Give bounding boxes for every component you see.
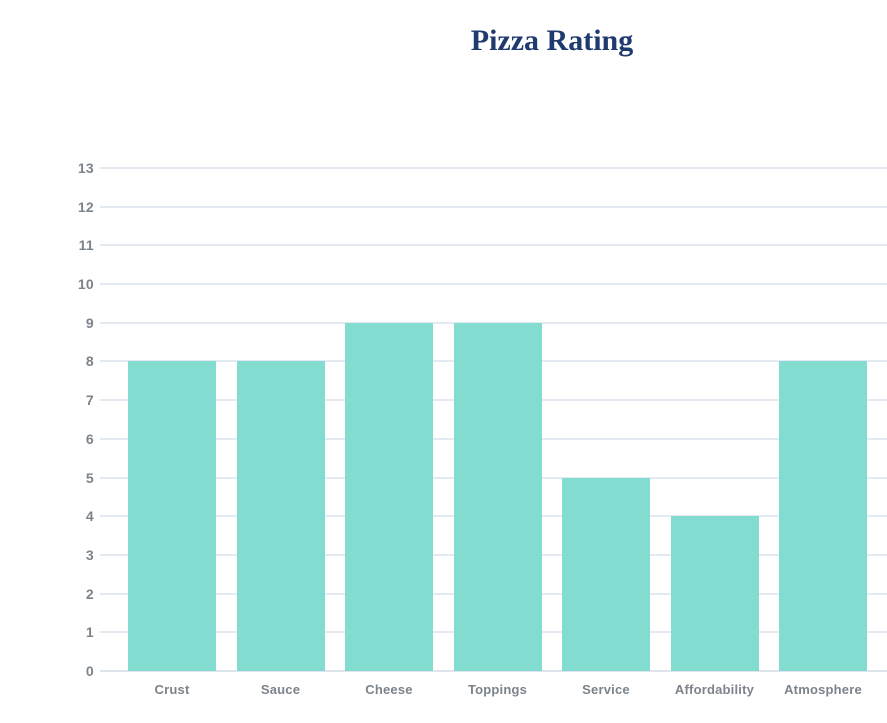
y-axis-tick-label: 0 bbox=[85, 663, 94, 679]
x-axis-category-label: Cheese bbox=[365, 682, 413, 697]
gridline bbox=[100, 244, 887, 247]
y-axis-tick-label: 13 bbox=[77, 160, 94, 176]
bar-cheese bbox=[345, 322, 433, 671]
y-axis-tick-label: 4 bbox=[85, 508, 94, 525]
bar-atmosphere bbox=[779, 361, 867, 671]
y-axis-tick-label: 7 bbox=[85, 392, 94, 409]
x-axis-category-label: Atmosphere bbox=[784, 682, 862, 697]
x-axis-category-label: Affordability bbox=[674, 682, 755, 697]
y-axis-tick-label: 8 bbox=[85, 353, 94, 370]
bar-toppings bbox=[453, 322, 542, 671]
bar-affordability bbox=[670, 516, 759, 671]
y-axis-tick-label: 5 bbox=[85, 469, 94, 486]
gridline bbox=[100, 167, 887, 169]
y-axis-tick-label: 2 bbox=[85, 585, 94, 602]
x-axis-category-label: Service bbox=[582, 682, 630, 697]
gridline bbox=[100, 283, 887, 286]
y-axis-tick-label: 11 bbox=[78, 237, 94, 254]
bar-service bbox=[562, 477, 650, 671]
y-axis-tick-label: 3 bbox=[85, 546, 94, 563]
x-axis-category-label: Sauce bbox=[260, 682, 301, 697]
y-axis-tick-label: 9 bbox=[85, 314, 94, 331]
y-axis-tick-label: 12 bbox=[77, 198, 94, 215]
x-axis-category-label: Crust bbox=[154, 682, 190, 697]
chart-title: Pizza Rating bbox=[470, 24, 634, 57]
x-axis-category-label: Toppings bbox=[467, 682, 528, 697]
y-axis-tick-label: 1 bbox=[85, 624, 94, 641]
gridline bbox=[100, 205, 887, 208]
bar-crust bbox=[128, 361, 216, 671]
bar-sauce bbox=[236, 361, 325, 671]
y-axis-tick-label: 10 bbox=[77, 276, 94, 293]
y-axis-tick-label: 6 bbox=[85, 430, 94, 447]
x-axis-baseline bbox=[100, 670, 887, 672]
